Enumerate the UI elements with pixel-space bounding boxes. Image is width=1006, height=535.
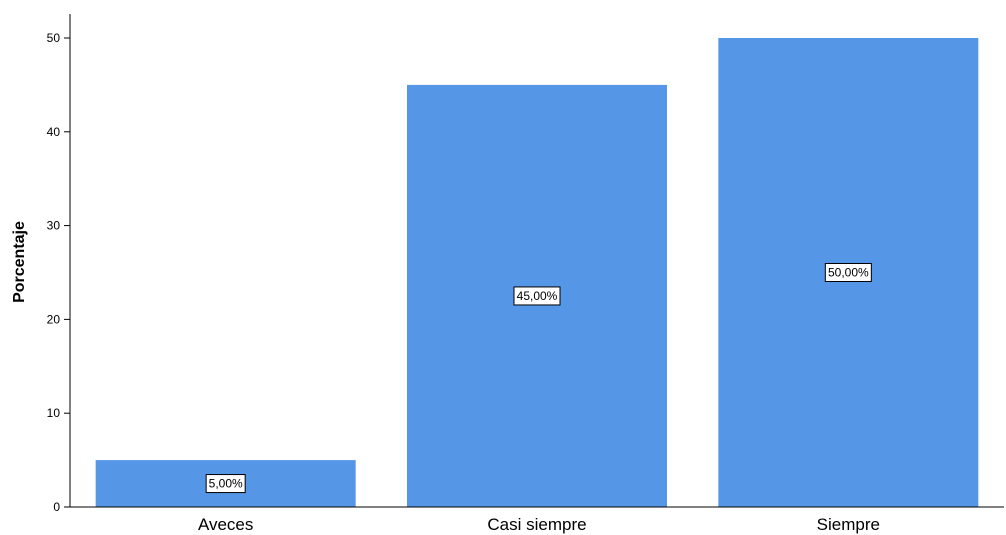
category-label-2: Siempre xyxy=(817,515,880,534)
data-label-text-0: 5,00% xyxy=(209,477,243,491)
y-tick-label-2: 20 xyxy=(47,312,61,326)
y-ticks: 0 10 20 30 40 50 xyxy=(47,31,70,514)
data-label-box-0 xyxy=(205,474,246,494)
data-label-box-2 xyxy=(824,263,872,282)
y-tick-label-5: 50 xyxy=(47,31,61,45)
y-tick-label-4: 40 xyxy=(47,125,61,139)
y-tick-label-1: 10 xyxy=(47,406,61,420)
category-label-1: Casi siempre xyxy=(487,515,586,534)
data-label-text-2: 50,00% xyxy=(828,266,869,280)
y-axis-title: Porcentaje xyxy=(11,221,28,303)
data-label-0: 5,00% xyxy=(205,474,246,494)
y-tick-label-0: 0 xyxy=(53,500,60,514)
data-label-text-1: 45,00% xyxy=(517,289,558,303)
axes-layer xyxy=(69,14,1004,508)
category-label-0: Aveces xyxy=(198,515,253,534)
data-label-1: 45,00% xyxy=(513,286,561,306)
data-label-box-1 xyxy=(513,286,561,306)
x-category-labels: Aveces Casi siempre Siempre xyxy=(198,515,880,534)
data-labels: 5,00% 45,00% 50,00% xyxy=(205,263,872,494)
data-label-2: 50,00% xyxy=(824,263,872,282)
y-tick-label-3: 30 xyxy=(47,219,61,233)
